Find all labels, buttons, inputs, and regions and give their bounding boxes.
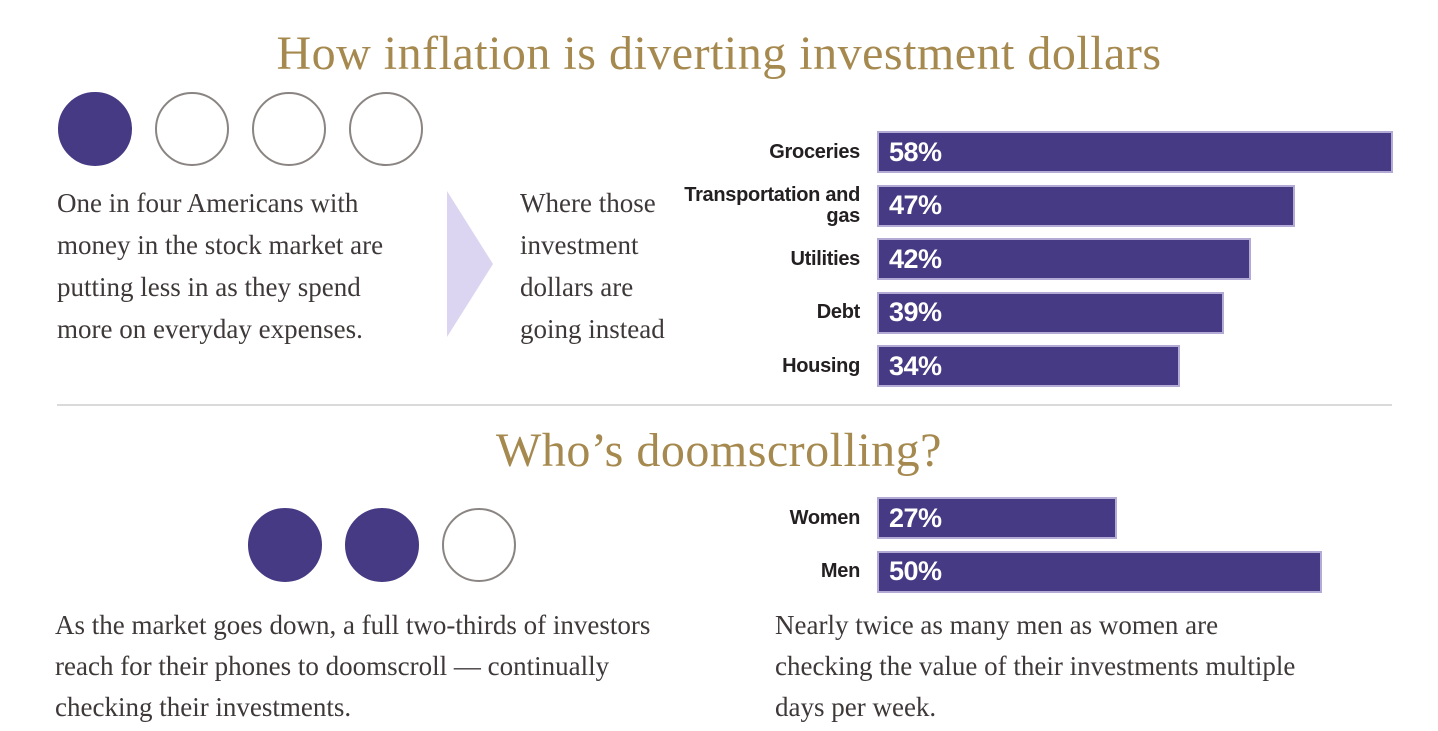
bar-category-label: Women (789, 506, 861, 529)
chart-row: Groceries 58% (660, 131, 1394, 173)
bar-value-label: 42% (889, 243, 942, 274)
section1-description: One in four Americans with money in the … (57, 188, 384, 344)
bar-category-label: Utilities (790, 247, 860, 270)
bar-value-label: 47% (889, 190, 942, 220)
bar: 42% (877, 238, 1251, 280)
circle-filled-icon (58, 92, 132, 166)
chart-row: Utilities 42% (660, 238, 1393, 280)
circle-empty-icon (442, 508, 516, 582)
bar-category-label: Debt (816, 301, 861, 323)
bar-value-label: 58% (889, 136, 942, 167)
bar-category-label: Men (820, 560, 860, 582)
bar-value-label: 34% (889, 350, 942, 381)
section2-description: As the market goes down, a full two-thir… (55, 610, 651, 722)
section1-arrow-caption: Where those investment dollars are going… (520, 188, 665, 344)
chart-row: Men 50% (660, 550, 1322, 593)
bar: 39% (877, 291, 1225, 334)
section-divider (57, 404, 1392, 406)
circle-filled-icon (345, 508, 419, 582)
bar-category-label: Housing (782, 354, 860, 377)
bar: 27% (877, 497, 1118, 539)
section2-note: Nearly twice as many men as women are ch… (775, 610, 1296, 722)
bar: 50% (877, 550, 1322, 593)
bar-value-label: 50% (889, 556, 942, 586)
bar-value-label: 27% (889, 502, 942, 533)
section1-title: How inflation is diverting investment do… (276, 27, 1162, 80)
section2-title: Who’s doomscrolling? (496, 424, 942, 477)
one-in-four-pictograph (58, 92, 423, 166)
bar: 47% (877, 184, 1296, 227)
bar-category-label: Groceries (769, 140, 860, 163)
bar-value-label: 39% (889, 297, 942, 327)
circle-empty-icon (155, 92, 229, 166)
bar-category-label: Transportation and gas (684, 183, 860, 227)
spending-bar-chart: Groceries 58% Transportation and gas 47% Uti… (660, 131, 1394, 399)
chart-row: Housing 34% (660, 345, 1393, 387)
bar: 34% (877, 345, 1180, 387)
chart-row: Debt 39% (660, 291, 1393, 334)
bar: 58% (877, 131, 1394, 173)
chart-row: Women 27% (660, 497, 1322, 539)
chart-row: Transportation and gas 47% (660, 183, 1393, 227)
circle-empty-icon (349, 92, 423, 166)
circle-empty-icon (252, 92, 326, 166)
arrow-right-icon (447, 191, 493, 337)
circle-filled-icon (248, 508, 322, 582)
two-thirds-pictograph (248, 508, 516, 582)
doomscrolling-bar-chart: Women 27% Men 50% (660, 497, 1322, 604)
